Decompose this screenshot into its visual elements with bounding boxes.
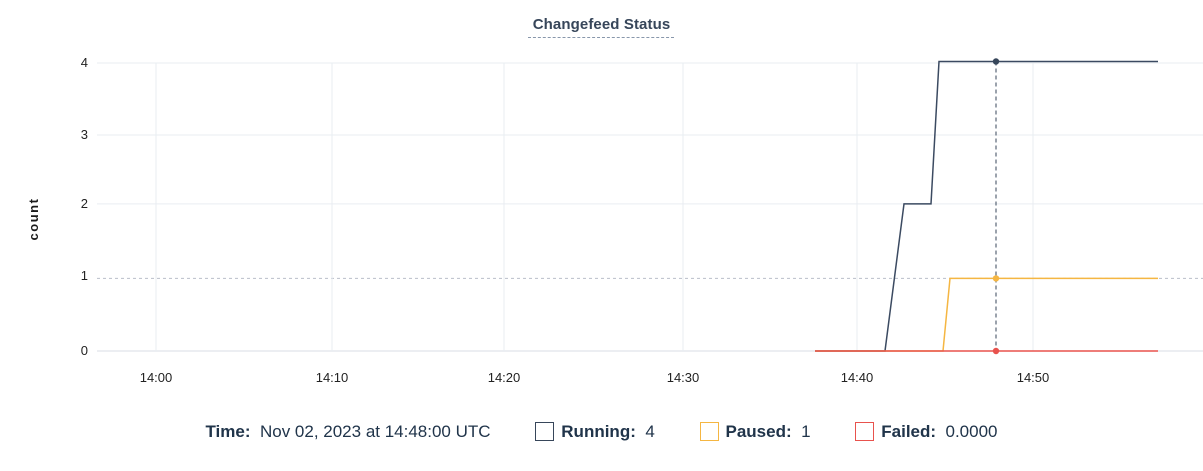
svg-text:14:10: 14:10 — [316, 370, 349, 385]
svg-text:count: count — [26, 198, 41, 241]
svg-text:14:20: 14:20 — [488, 370, 521, 385]
svg-text:14:00: 14:00 — [140, 370, 173, 385]
svg-text:1: 1 — [81, 268, 88, 283]
svg-text:2: 2 — [81, 196, 88, 211]
svg-text:14:50: 14:50 — [1017, 370, 1050, 385]
svg-text:4: 4 — [81, 55, 88, 70]
svg-text:0: 0 — [81, 343, 88, 358]
svg-text:14:40: 14:40 — [841, 370, 874, 385]
svg-text:14:30: 14:30 — [667, 370, 700, 385]
svg-text:3: 3 — [81, 127, 88, 142]
